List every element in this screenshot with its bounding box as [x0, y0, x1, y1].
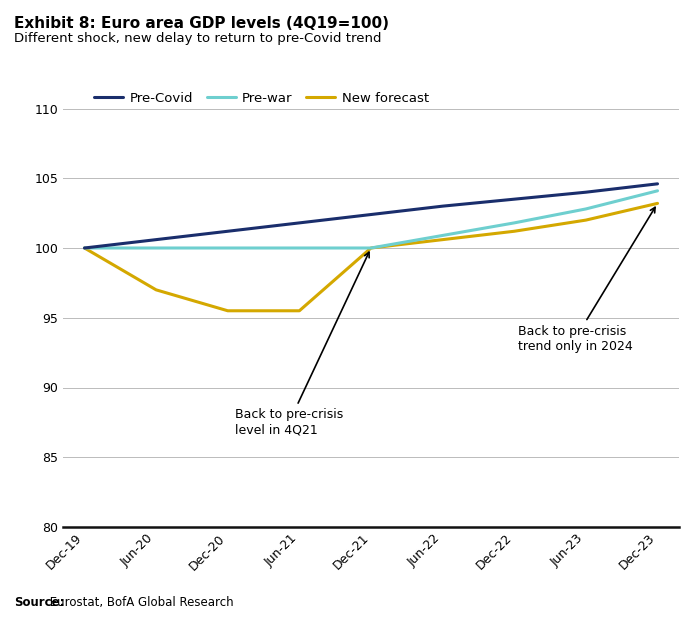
Pre-war [582, 205, 590, 213]
New forecast [295, 307, 304, 314]
Pre-Covid [152, 236, 160, 244]
Legend: Pre-Covid, Pre-war, New forecast: Pre-Covid, Pre-war, New forecast [94, 92, 428, 105]
Text: Back to pre-crisis
trend only in 2024: Back to pre-crisis trend only in 2024 [518, 207, 655, 353]
Line: Pre-Covid: Pre-Covid [85, 184, 657, 248]
New forecast [438, 236, 447, 244]
Pre-war [510, 219, 519, 227]
New forecast [582, 216, 590, 224]
Text: Eurostat, BofA Global Research: Eurostat, BofA Global Research [46, 596, 233, 609]
Pre-Covid [438, 203, 447, 210]
Pre-Covid [653, 180, 662, 188]
Pre-Covid [367, 211, 375, 218]
New forecast [80, 244, 89, 252]
Pre-Covid [582, 188, 590, 196]
New forecast [367, 244, 375, 252]
Text: Back to pre-crisis
level in 4Q21: Back to pre-crisis level in 4Q21 [235, 252, 369, 436]
Pre-Covid [295, 219, 304, 227]
New forecast [223, 307, 232, 314]
Pre-war [438, 232, 447, 239]
Pre-Covid [510, 195, 519, 203]
New forecast [653, 200, 662, 207]
Line: New forecast: New forecast [85, 203, 657, 311]
Pre-war [80, 244, 89, 252]
Pre-war [367, 244, 375, 252]
Pre-war [653, 187, 662, 195]
Text: Exhibit 8: Euro area GDP levels (4Q19=100): Exhibit 8: Euro area GDP levels (4Q19=10… [14, 16, 389, 30]
Pre-Covid [223, 228, 232, 235]
New forecast [510, 228, 519, 235]
Pre-Covid [80, 244, 89, 252]
New forecast [152, 286, 160, 294]
Line: Pre-war: Pre-war [85, 191, 657, 248]
Text: Different shock, new delay to return to pre-Covid trend: Different shock, new delay to return to … [14, 32, 382, 45]
Text: Source:: Source: [14, 596, 64, 609]
